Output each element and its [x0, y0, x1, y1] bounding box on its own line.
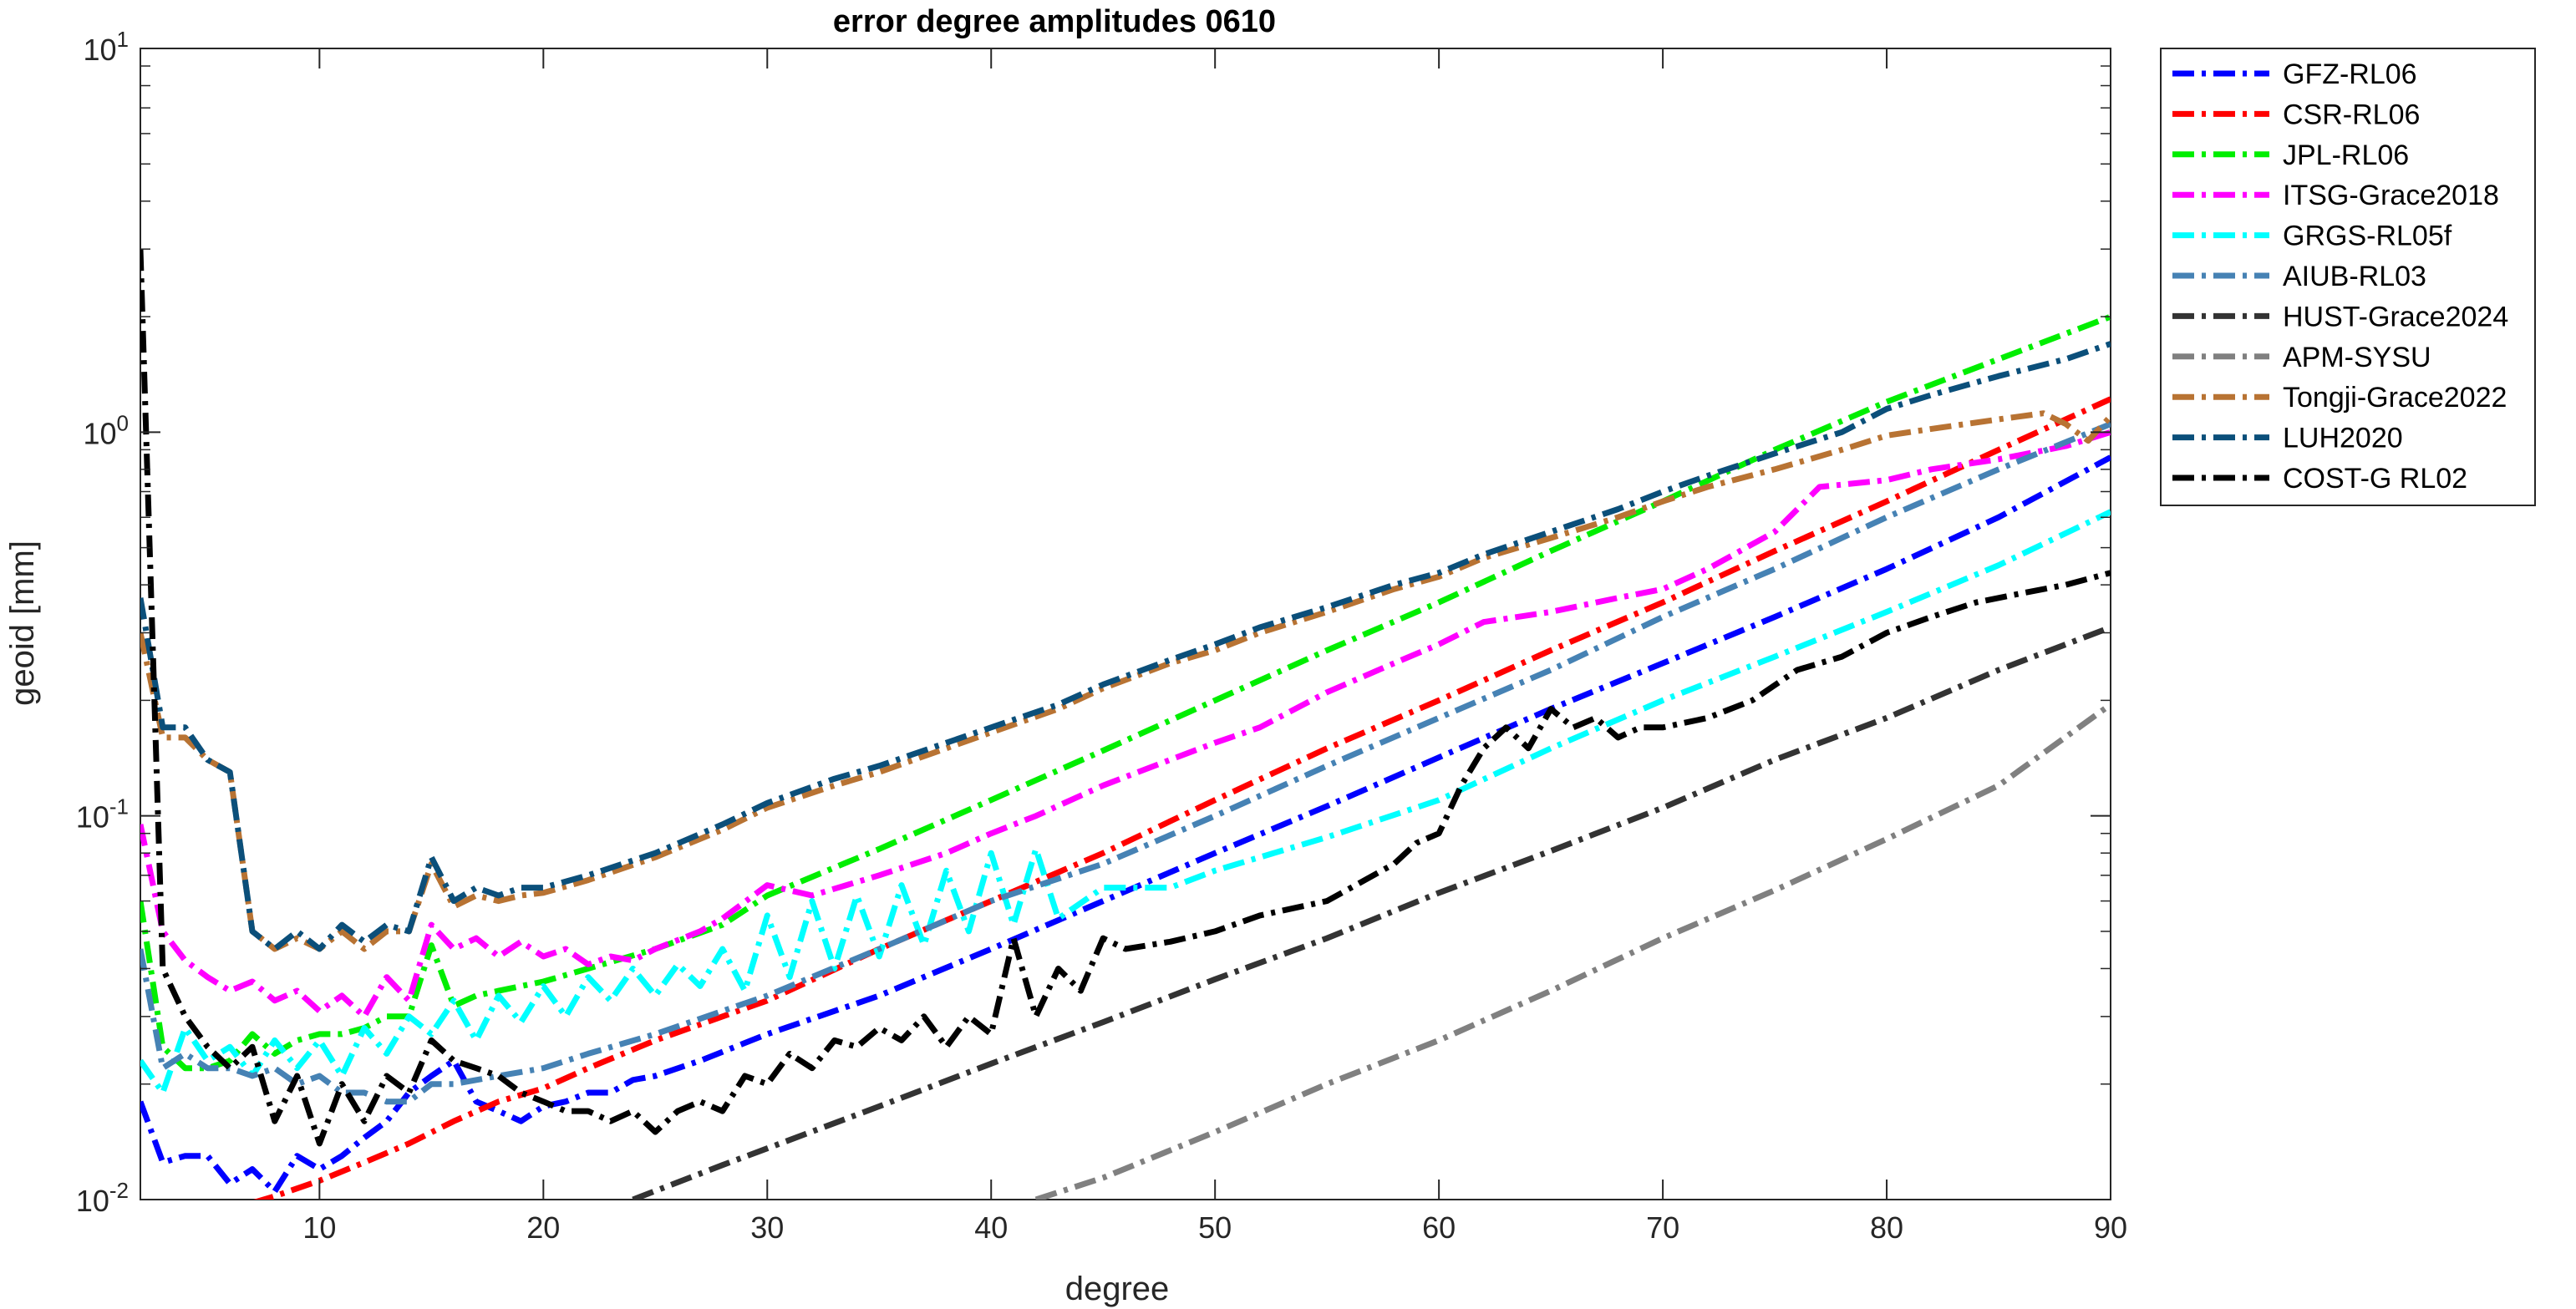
x-axis-label: degree	[1065, 1271, 1170, 1307]
series-line-csr-rl06	[253, 396, 2111, 1200]
series-line-jpl-rl06	[140, 313, 2111, 1072]
x-tick-label: 30	[750, 1210, 784, 1245]
series-line-luh2020	[140, 341, 2111, 952]
legend-entry: AIUB-RL03	[2283, 261, 2426, 292]
legend-entry: Tongji-Grace2022	[2283, 382, 2507, 414]
legend-entry: COST-G RL02	[2283, 463, 2467, 495]
x-axis: 10 20 30 40 50 60 70 80 90	[302, 48, 2127, 1245]
series-line-grgs-rl05f	[140, 509, 2111, 1096]
plot-area	[140, 48, 2111, 1200]
x-tick-label: 20	[526, 1210, 560, 1245]
x-tick-label: 60	[1422, 1210, 1456, 1245]
legend-entry: GRGS-RL05f	[2283, 221, 2452, 252]
y-tick-base: 10	[76, 800, 109, 835]
legend-entry: LUH2020	[2283, 423, 2403, 454]
series-line-itsg-grace2018	[140, 429, 2111, 1020]
y-tick-label: 10-2	[76, 1178, 129, 1218]
y-tick-exponent: -1	[109, 794, 129, 819]
x-tick-label: 80	[1870, 1210, 1903, 1245]
y-tick-exponent: -2	[109, 1178, 129, 1203]
x-tick-label: 50	[1198, 1210, 1232, 1245]
series-line-aiub-rl03	[140, 421, 2111, 1105]
series-line-hust-grace2024	[632, 624, 2111, 1200]
series-line-gfz-rl06	[140, 454, 2111, 1195]
chart-title: error degree amplitudes 0610	[833, 4, 1276, 39]
legend-entry: JPL-RL06	[2283, 140, 2409, 171]
y-tick-label: 100	[83, 410, 129, 450]
x-tick-label: 10	[302, 1210, 336, 1245]
y-tick-base: 10	[83, 33, 116, 67]
x-tick-label: 90	[2094, 1210, 2127, 1245]
y-axis-label: geoid [mm]	[4, 540, 41, 706]
y-tick-label: 101	[83, 27, 129, 67]
y-tick-exponent: 1	[117, 27, 129, 52]
series-line-cost-g-rl02	[140, 249, 2111, 1147]
y-tick-base: 10	[83, 416, 116, 450]
y-tick-exponent: 0	[117, 410, 129, 435]
legend: GFZ-RL06 CSR-RL06 JPL-RL06 ITSG-Grace2018 GR…	[2160, 48, 2536, 506]
legend-entry: CSR-RL06	[2283, 99, 2420, 130]
legend-entry: APM-SYSU	[2283, 342, 2431, 373]
x-tick-label: 70	[1646, 1210, 1679, 1245]
series-layer	[140, 249, 2111, 1200]
legend-entry: HUST-Grace2024	[2283, 301, 2508, 332]
x-tick-label: 40	[974, 1210, 1008, 1245]
legend-entry: GFZ-RL06	[2283, 58, 2417, 90]
y-tick-label: 10-1	[76, 794, 129, 835]
y-tick-base: 10	[76, 1184, 109, 1218]
legend-entry: ITSG-Grace2018	[2283, 180, 2499, 211]
